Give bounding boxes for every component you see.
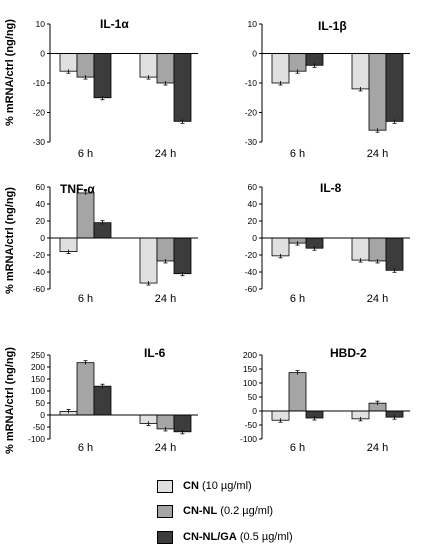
legend-item-cn-nl: CN-NL (0.2 µg/ml) [157, 505, 357, 523]
x-category-label: 24 h [367, 442, 388, 454]
y-tick-label: 60 [248, 182, 258, 192]
bar [288, 372, 307, 412]
y-tick-label: -50 [33, 422, 46, 432]
x-category-label: 6 h [290, 442, 305, 454]
y-tick-label: 150 [31, 374, 45, 384]
legend-swatch-cn-nl-ga [157, 531, 173, 544]
x-category-label: 6 h [78, 442, 93, 454]
legend-item-cn: CN (10 µg/ml) [157, 480, 357, 498]
y-tick-label: 100 [31, 386, 45, 396]
x-category-label: 6 h [78, 293, 93, 305]
bar [351, 237, 370, 261]
bar [271, 237, 290, 257]
y-tick-label: 0 [252, 233, 257, 243]
chart-title: IL-8 [320, 181, 342, 195]
bar [156, 414, 175, 430]
y-tick-label: 0 [252, 49, 257, 59]
x-category-label: 24 h [155, 442, 176, 454]
legend-series-name: CN-NL [183, 505, 218, 517]
bar [288, 53, 307, 72]
x-category-label: 6 h [290, 148, 305, 160]
y-tick-label: 40 [248, 199, 258, 209]
x-category-label: 6 h [290, 293, 305, 305]
bar [76, 53, 95, 78]
y-tick-label: -20 [245, 250, 258, 260]
y-tick-label: -100 [28, 434, 45, 444]
chart-title: IL-1β [318, 19, 347, 33]
y-tick-label: -30 [245, 137, 258, 147]
chart-title: HBD-2 [330, 346, 367, 360]
legend-concentration: (0.2 µg/ml) [220, 505, 274, 517]
chart-title: IL-1α [100, 17, 129, 31]
bar [173, 53, 192, 122]
chart-title: IL-6 [144, 346, 166, 360]
bar [156, 53, 175, 84]
legend-item-cn-nl-ga: CN-NL/GA (0.5 µg/ml) [157, 531, 357, 549]
bar [139, 237, 158, 284]
y-tick-label: 50 [248, 392, 258, 402]
bar [156, 237, 175, 262]
y-tick-label: 0 [40, 233, 45, 243]
y-tick-label: -60 [33, 284, 46, 294]
bar [139, 53, 158, 78]
chart-title: TNF-α [60, 182, 95, 196]
y-tick-label: 0 [252, 406, 257, 416]
y-tick-label: -30 [33, 137, 46, 147]
y-axis-label-row3: % mRNA/ctrl (ng/ng) [4, 347, 16, 454]
bar [93, 53, 112, 99]
y-tick-label: 10 [36, 19, 46, 29]
legend-concentration: (0.5 µg/ml) [239, 531, 293, 543]
bar [59, 53, 78, 72]
bar [59, 237, 78, 252]
bar [385, 53, 404, 122]
y-tick-label: -20 [33, 250, 46, 260]
bar [385, 237, 404, 271]
legend-concentration: (10 µg/ml) [201, 480, 252, 492]
bar [76, 192, 95, 239]
legend-swatch-cn-nl [157, 505, 173, 518]
y-tick-label: -20 [245, 108, 258, 118]
y-tick-label: -50 [245, 420, 258, 430]
legend-swatch-cn [157, 480, 173, 493]
y-tick-label: -60 [245, 284, 258, 294]
y-tick-label: -40 [245, 267, 258, 277]
y-tick-label: 250 [31, 350, 45, 360]
bar [93, 385, 112, 416]
bar [173, 237, 192, 275]
x-category-label: 24 h [155, 148, 176, 160]
y-tick-label: -100 [240, 434, 257, 444]
y-tick-label: 10 [248, 19, 258, 29]
y-tick-label: 150 [243, 364, 257, 374]
legend-series-name: CN-NL/GA [183, 531, 237, 543]
y-tick-label: 200 [243, 350, 257, 360]
y-tick-label: -10 [245, 78, 258, 88]
y-tick-label: 0 [40, 410, 45, 420]
x-category-label: 24 h [155, 293, 176, 305]
y-tick-label: -10 [33, 78, 46, 88]
x-category-label: 24 h [367, 148, 388, 160]
y-tick-label: -20 [33, 108, 46, 118]
y-tick-label: 20 [248, 216, 258, 226]
y-tick-label: 60 [36, 182, 46, 192]
bar [93, 222, 112, 239]
bar [368, 237, 387, 262]
bar [351, 53, 370, 90]
bar [368, 53, 387, 131]
y-tick-label: 20 [36, 216, 46, 226]
bar [271, 53, 290, 84]
y-tick-label: 0 [40, 49, 45, 59]
y-tick-label: 200 [31, 362, 45, 372]
x-category-label: 6 h [78, 148, 93, 160]
bar [76, 362, 95, 416]
x-category-label: 24 h [367, 293, 388, 305]
y-tick-label: 100 [243, 378, 257, 388]
y-tick-label: -40 [33, 267, 46, 277]
legend-series-name: CN [183, 480, 199, 492]
y-axis-label-row1: % mRNA/ctrl (ng/ng) [4, 19, 16, 126]
y-tick-label: 50 [36, 398, 46, 408]
bar [173, 414, 192, 433]
y-axis-label-row2: % mRNA/ctrl (ng/ng) [4, 187, 16, 294]
y-tick-label: 40 [36, 199, 46, 209]
